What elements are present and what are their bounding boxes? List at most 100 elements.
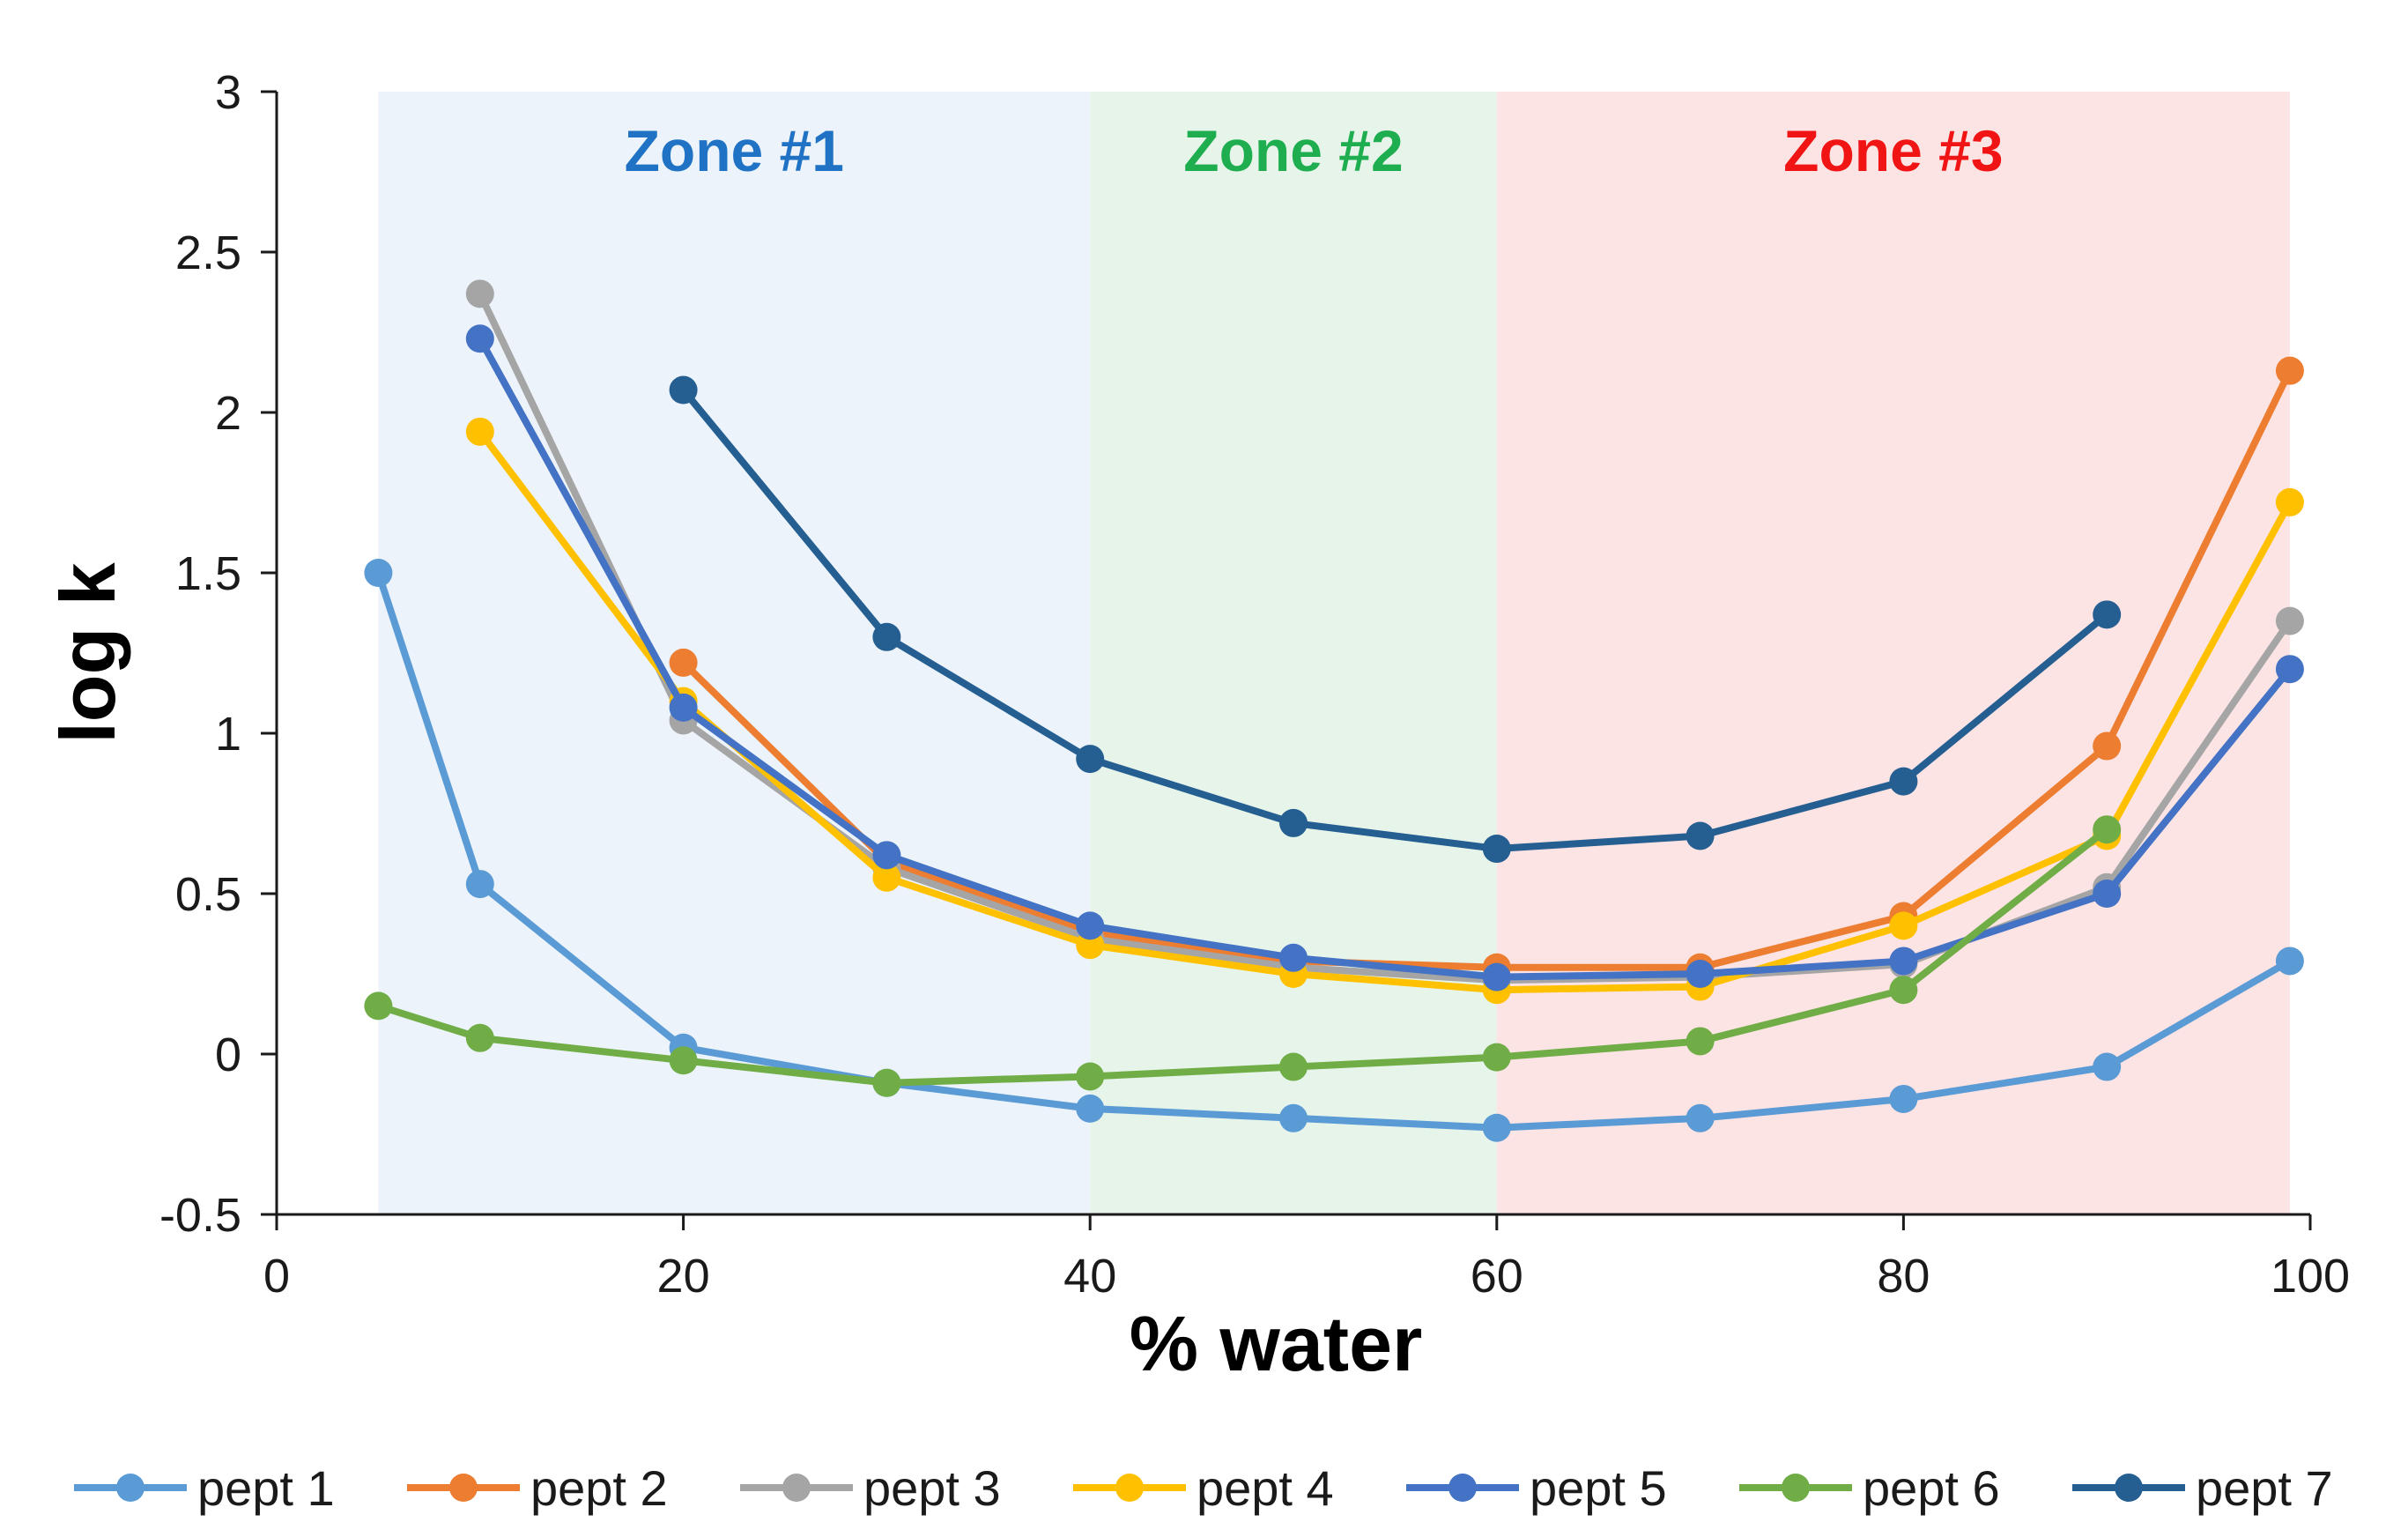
data-point-pept-7 bbox=[1686, 821, 1715, 850]
data-point-pept-2 bbox=[2093, 731, 2122, 761]
zone-labels: Zone #1 Zone #2 Zone #3 bbox=[625, 118, 2004, 183]
data-point-pept-4 bbox=[2275, 487, 2304, 516]
data-point-pept-1 bbox=[1279, 1103, 1308, 1132]
data-point-pept-7 bbox=[1482, 835, 1511, 864]
legend-swatch-marker bbox=[116, 1474, 144, 1502]
series-line-pept-7 bbox=[679, 386, 2111, 853]
data-point-pept-6 bbox=[1482, 1043, 1511, 1072]
data-point-pept-6 bbox=[1076, 1062, 1105, 1091]
legend-label: pept 3 bbox=[863, 1460, 1001, 1516]
legend-label: pept 2 bbox=[530, 1460, 668, 1516]
data-point-pept-5 bbox=[1889, 947, 1918, 976]
data-point-pept-5 bbox=[669, 693, 698, 722]
data-point-pept-3 bbox=[2275, 606, 2304, 635]
data-point-pept-2 bbox=[2275, 356, 2304, 385]
zone-band-1 bbox=[378, 92, 1091, 1214]
series-line-pept-4 bbox=[476, 427, 2293, 994]
data-point-pept-2 bbox=[669, 648, 698, 677]
x-tick-label: 40 bbox=[1063, 1250, 1116, 1303]
data-point-pept-6 bbox=[669, 1046, 698, 1075]
data-point-pept-1 bbox=[1482, 1113, 1511, 1142]
data-point-pept-5 bbox=[1076, 911, 1105, 940]
legend-item-pept-4: pept 4 bbox=[1073, 1460, 1334, 1516]
y-tick-label: 2.5 bbox=[175, 226, 241, 279]
y-tick-label: 2 bbox=[215, 387, 241, 440]
data-point-pept-1 bbox=[1076, 1094, 1105, 1123]
zone-label-1: Zone #1 bbox=[625, 118, 844, 183]
data-point-pept-7 bbox=[1279, 808, 1308, 837]
legend-swatch-marker bbox=[1782, 1474, 1810, 1502]
x-tick-label: 0 bbox=[263, 1250, 290, 1303]
series-pept-6 bbox=[364, 815, 2122, 1097]
data-point-pept-6 bbox=[364, 991, 393, 1021]
data-point-pept-6 bbox=[1279, 1052, 1308, 1081]
axes bbox=[275, 92, 2310, 1216]
legend-label: pept 7 bbox=[2196, 1460, 2333, 1516]
legend-label: pept 5 bbox=[1530, 1460, 1667, 1516]
legend-swatch-marker bbox=[449, 1474, 478, 1502]
legend-swatch-marker bbox=[782, 1474, 811, 1502]
y-tick-label: 0 bbox=[215, 1028, 241, 1081]
y-tick-label: 1 bbox=[215, 708, 241, 761]
legend-item-pept-2: pept 2 bbox=[407, 1460, 668, 1516]
data-point-pept-6 bbox=[2093, 815, 2122, 844]
y-tick-label: -0.5 bbox=[159, 1189, 241, 1242]
data-point-pept-7 bbox=[1889, 767, 1918, 796]
y-axis-title: log k bbox=[44, 561, 131, 743]
data-point-pept-6 bbox=[1686, 1027, 1715, 1056]
x-axis-title: % water bbox=[1130, 1300, 1423, 1387]
data-point-pept-1 bbox=[465, 870, 494, 899]
zone-backgrounds bbox=[378, 92, 2290, 1214]
x-tick-label: 20 bbox=[657, 1250, 710, 1303]
x-tick-label: 60 bbox=[1471, 1250, 1523, 1303]
data-point-pept-5 bbox=[872, 841, 901, 870]
data-point-pept-1 bbox=[2275, 947, 2304, 976]
legend-label: pept 4 bbox=[1197, 1460, 1334, 1516]
legend-item-pept-3: pept 3 bbox=[740, 1460, 1001, 1516]
data-point-pept-6 bbox=[1889, 976, 1918, 1005]
data-point-pept-4 bbox=[465, 417, 494, 446]
x-axis-ticks: 0 20 40 60 80 100 bbox=[263, 1214, 2350, 1303]
legend-item-pept-6: pept 6 bbox=[1739, 1460, 2000, 1516]
zone-band-2 bbox=[1090, 92, 1497, 1214]
data-point-pept-5 bbox=[1279, 943, 1308, 972]
data-point-pept-5 bbox=[2093, 880, 2122, 908]
data-point-pept-7 bbox=[872, 622, 901, 651]
data-point-pept-5 bbox=[1686, 960, 1715, 988]
y-tick-label: 3 bbox=[215, 66, 241, 119]
legend-label: pept 1 bbox=[197, 1460, 335, 1516]
series-line-pept-5 bbox=[476, 335, 2293, 981]
legend: pept 1 pept 2 pept 3 pept 4 pept 5 pept 6 pept… bbox=[74, 1460, 2333, 1516]
series-layer bbox=[364, 279, 2304, 1142]
zone-label-3: Zone #3 bbox=[1783, 118, 2003, 183]
x-tick-label: 80 bbox=[1877, 1250, 1930, 1303]
series-pept-5 bbox=[465, 324, 2304, 991]
legend-item-pept-1: pept 1 bbox=[74, 1460, 335, 1516]
data-point-pept-7 bbox=[669, 375, 698, 405]
data-point-pept-1 bbox=[1889, 1084, 1918, 1113]
legend-swatch-marker bbox=[1115, 1474, 1144, 1502]
data-point-pept-6 bbox=[465, 1023, 494, 1052]
data-point-pept-1 bbox=[1686, 1103, 1715, 1132]
data-point-pept-1 bbox=[2093, 1052, 2122, 1081]
data-point-pept-5 bbox=[1482, 962, 1511, 991]
legend-item-pept-5: pept 5 bbox=[1406, 1460, 1667, 1516]
data-point-pept-7 bbox=[2093, 600, 2122, 629]
data-point-pept-7 bbox=[1076, 745, 1105, 774]
data-point-pept-3 bbox=[465, 279, 494, 308]
zone-band-3 bbox=[1496, 92, 2290, 1214]
data-point-pept-6 bbox=[872, 1068, 901, 1097]
legend-item-pept-7: pept 7 bbox=[2072, 1460, 2333, 1516]
y-tick-label: 0.5 bbox=[175, 868, 241, 921]
x-tick-label: 100 bbox=[2271, 1250, 2350, 1303]
data-point-pept-5 bbox=[2275, 655, 2304, 684]
data-point-pept-5 bbox=[465, 324, 494, 353]
zone-label-2: Zone #2 bbox=[1183, 118, 1403, 183]
legend-swatch-marker bbox=[1449, 1474, 1477, 1502]
y-axis-ticks: -0.5 0 0.5 1 1.5 2 2.5 3 bbox=[159, 66, 277, 1242]
data-point-pept-1 bbox=[364, 559, 393, 587]
series-pept-7 bbox=[669, 375, 2122, 864]
data-point-pept-4 bbox=[872, 863, 901, 892]
y-tick-label: 1.5 bbox=[175, 547, 241, 600]
